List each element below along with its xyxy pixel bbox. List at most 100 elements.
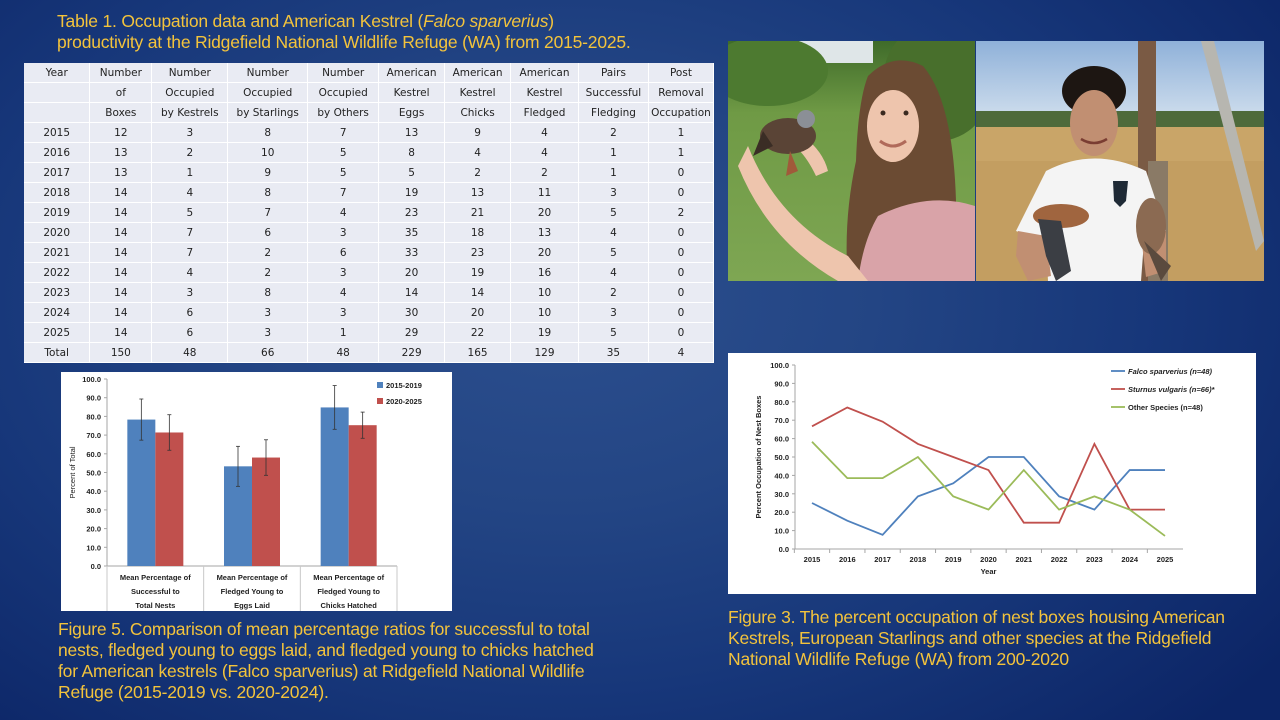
table-title-line2: productivity at the Ridgefield National … [57,32,631,52]
table-cell: 3 [578,302,649,323]
table-header-row: Boxes by Kestrels by Starlings by Others Egg… [24,102,715,123]
table-header-cell: Kestrel [444,82,512,103]
table-cell: 165 [444,342,512,363]
x-tick-label: 2022 [1051,555,1068,564]
table-cell: 48 [307,342,380,363]
table-cell: 0 [648,222,715,243]
table-cell: 1 [151,162,229,183]
table-header-cell: by Starlings [227,102,309,123]
table-cell: 33 [378,242,446,263]
table-header-cell: by Kestrels [151,102,229,123]
table-cell: 2024 [24,302,91,323]
y-tick-label: 30.0 [774,490,789,499]
table-cell: 8 [227,182,309,203]
table-cell: 2 [227,242,309,263]
table-cell: 14 [89,202,153,223]
y-tick-label: 20.0 [774,508,789,517]
table-cell: 2018 [24,182,91,203]
table-cell: 66 [227,342,309,363]
table-cell: 48 [151,342,229,363]
table-row: 2019 14 5 7 4 23 21 20 5 2 [24,202,715,223]
category-label: Mean Percentage of [120,573,191,582]
table-header-cell: American [510,63,579,83]
line-series-1 [811,406,1165,524]
table-cell: 2015 [24,122,91,143]
table-title-species: Falco sparverius [423,11,549,31]
table-cell: 4 [578,222,649,243]
table-cell: 5 [578,202,649,223]
table-cell: 4 [307,202,380,223]
table-cell: 4 [510,122,579,143]
table-cell: 3 [307,302,380,323]
table-cell: 3 [307,262,380,283]
category-label: Successful to [131,587,180,596]
table-cell: 1 [648,122,715,143]
table-cell: 14 [89,242,153,263]
table-cell: 7 [151,242,229,263]
table-cell: 3 [227,322,309,343]
legend-label: Falco sparverius (n=48) [1128,367,1212,376]
table-cell: 3 [151,282,229,303]
table-row: 2021 14 7 2 6 33 23 20 5 0 [24,242,715,263]
bar-2020-2025 [348,425,377,566]
table-cell: 21 [444,202,512,223]
table-row: 2015 12 3 8 7 13 9 4 2 1 [24,122,715,143]
table-cell: 2 [444,162,512,183]
table-row: 2016 13 2 10 5 8 4 4 1 1 [24,142,715,163]
y-tick-label: 100.0 [82,375,101,384]
x-tick-label: 2021 [1015,555,1032,564]
x-tick-label: 2023 [1086,555,1103,564]
table-cell: Total [24,342,91,363]
table-cell: 2022 [24,262,91,283]
y-axis-label: Percent of Total [68,446,77,498]
table-cell: 2019 [24,202,91,223]
y-tick-label: 40.0 [774,471,789,480]
table-cell: 14 [89,262,153,283]
x-tick-label: 2024 [1121,555,1139,564]
table-cell: 2 [648,202,715,223]
table-cell: 13 [444,182,512,203]
table-cell: 1 [578,162,649,183]
table-title-post: ) [548,11,554,31]
table-cell: 0 [648,242,715,263]
photo-student-holding-kestrel [728,41,975,281]
table-cell: 0 [648,282,715,303]
table-header-row: Year Number Number Number Number American Amer… [24,63,715,83]
table-header-cell: by Others [307,102,380,123]
table-cell: 229 [378,342,446,363]
photo-image-1 [728,41,975,281]
table-cell: 16 [510,262,579,283]
table-row: 2017 13 1 9 5 5 2 2 1 0 [24,162,715,183]
table-cell: 5 [307,162,380,183]
table-cell: 7 [307,182,380,203]
category-label: Mean Percentage of [217,573,288,582]
category-label: Eggs Laid [234,601,270,610]
table-title: Table 1. Occupation data and American Ke… [57,11,717,53]
legend-label: 2015-2019 [386,381,422,390]
x-tick-label: 2016 [839,555,856,564]
table-cell: 14 [89,322,153,343]
table-header-cell: Occupation [648,102,715,123]
table-cell: 8 [227,282,309,303]
table-cell: 14 [444,282,512,303]
table-cell: 8 [378,142,446,163]
legend-label: 2020-2025 [386,397,422,406]
table-header-cell: Pairs [578,63,649,83]
table-cell: 20 [378,262,446,283]
table-cell: 2 [578,282,649,303]
table-cell: 14 [89,302,153,323]
table-row: 2018 14 4 8 7 19 13 11 3 0 [24,182,715,203]
y-tick-label: 70.0 [774,416,789,425]
table-header-cell [24,102,91,123]
table-cell: 1 [578,142,649,163]
table-header-cell: Occupied [151,82,229,103]
table-header-cell: Chicks [444,102,512,123]
y-tick-label: 50.0 [86,469,101,478]
table-cell: 0 [648,302,715,323]
category-label: Mean Percentage of [313,573,384,582]
x-tick-label: 2015 [804,555,821,564]
table-cell: 19 [444,262,512,283]
table-cell: 2025 [24,322,91,343]
bar-2020-2025 [155,432,184,566]
table-cell: 5 [578,322,649,343]
